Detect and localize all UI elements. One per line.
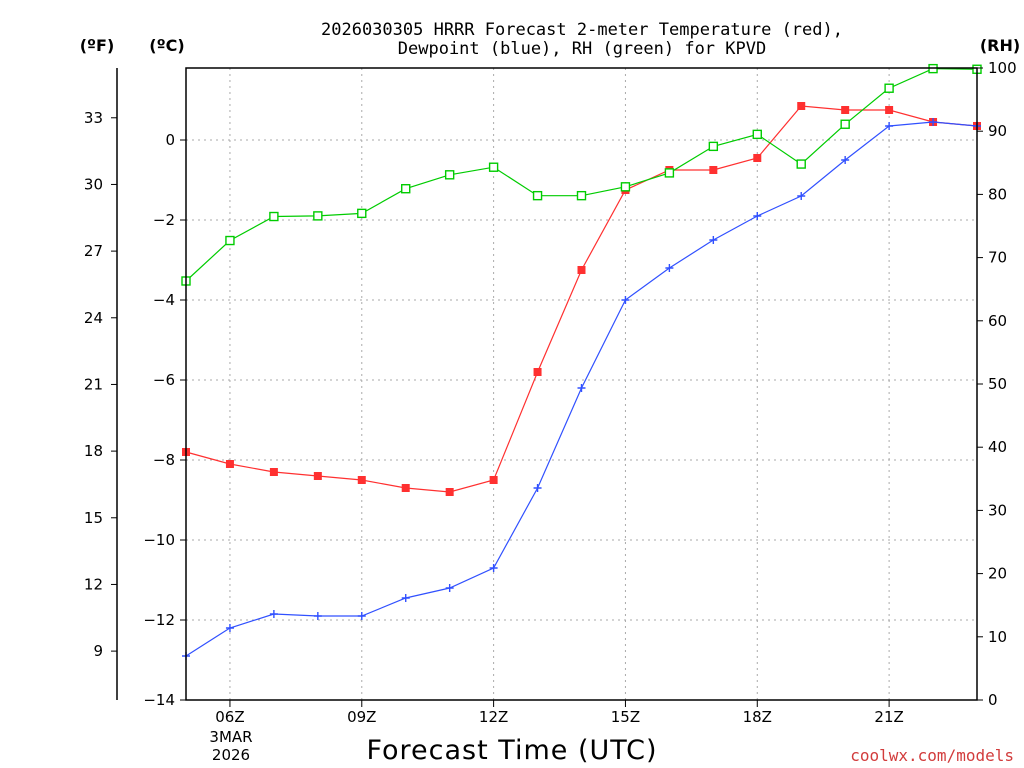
axes: 06Z 09Z 12Z 15Z 18Z 21Z 0 −2 −4 −6 −8 −10 −12 −14 33 30… xyxy=(84,59,1017,726)
chart-title-line-2: Dewpoint (blue), RH (green) for KPVD xyxy=(398,39,766,59)
series-layer xyxy=(181,63,982,660)
temperature-point xyxy=(225,460,234,468)
relative-humidity-point xyxy=(620,182,631,192)
dewpoint-point xyxy=(357,612,366,620)
rh-tick-label: 50 xyxy=(988,375,1007,393)
date-label-day: 3MAR xyxy=(209,728,252,746)
temperature-point xyxy=(313,472,322,480)
fahrenheit-tick-label: 12 xyxy=(84,575,103,593)
fahrenheit-tick-label: 9 xyxy=(93,642,103,660)
celsius-tick-label: −10 xyxy=(143,531,175,549)
fahrenheit-tick-label: 27 xyxy=(84,242,103,260)
fahrenheit-tick-label: 15 xyxy=(84,509,103,527)
dewpoint-point xyxy=(489,564,498,572)
temperature-point xyxy=(885,106,894,114)
relative-humidity-point xyxy=(488,162,499,172)
temperature-point xyxy=(357,476,366,484)
relative-humidity-point xyxy=(708,141,719,152)
dewpoint-point xyxy=(401,594,410,602)
dewpoint-point xyxy=(445,584,454,592)
x-tick-label: 18Z xyxy=(743,708,772,726)
rh-tick-label: 80 xyxy=(988,185,1007,203)
relative-humidity-point xyxy=(313,211,323,221)
celsius-tick-label: −2 xyxy=(153,211,175,229)
relative-humidity-point xyxy=(576,190,587,201)
temperature-line xyxy=(185,105,978,493)
fahrenheit-tick-label: 18 xyxy=(84,442,103,460)
rh-tick-label: 40 xyxy=(988,438,1007,456)
relative-humidity-point xyxy=(884,83,894,93)
rh-tick-label: 20 xyxy=(988,565,1007,583)
relative-humidity-point xyxy=(752,129,762,140)
celsius-tick-label: −14 xyxy=(143,691,175,709)
temperature-point xyxy=(577,266,586,274)
dewpoint-point xyxy=(225,624,234,632)
dewpoint-point xyxy=(313,612,322,620)
dewpoint-point xyxy=(269,610,278,618)
temperature-point xyxy=(841,106,850,114)
temperature-point xyxy=(709,166,718,174)
fahrenheit-tick-label: 21 xyxy=(84,375,103,393)
relative-humidity-point xyxy=(840,119,850,129)
dewpoint-point xyxy=(753,212,762,220)
relative-humidity-point xyxy=(225,235,235,246)
relative-humidity-point xyxy=(796,159,806,169)
relative-humidity-point xyxy=(532,190,543,201)
dewpoint-point xyxy=(621,296,630,304)
temperature-point xyxy=(401,484,410,492)
x-axis-title: Forecast Time (UTC) xyxy=(366,735,657,766)
fahrenheit-axis-unit: (ºF) xyxy=(80,36,115,55)
x-tick-label: 21Z xyxy=(874,708,903,726)
celsius-axis-unit: (ºC) xyxy=(149,36,184,55)
temperature-point xyxy=(533,368,542,376)
temperature-point xyxy=(753,154,762,162)
fahrenheit-tick-label: 24 xyxy=(84,309,103,327)
dewpoint-point xyxy=(797,192,806,200)
temperature-point xyxy=(797,102,806,110)
celsius-tick-label: −12 xyxy=(143,611,175,629)
date-label-year: 2026 xyxy=(212,746,250,764)
rh-tick-label: 100 xyxy=(988,59,1017,77)
plot-frame xyxy=(185,67,978,701)
celsius-tick-label: 0 xyxy=(165,131,175,149)
rh-axis-unit: (RH) xyxy=(980,36,1020,55)
temperature-point xyxy=(489,476,498,484)
x-tick-label: 12Z xyxy=(479,708,508,726)
fahrenheit-tick-label: 33 xyxy=(84,109,103,127)
temperature-point xyxy=(269,468,278,476)
credit-text: coolwx.com/models xyxy=(850,746,1014,765)
labels: 2026030305 HRRR Forecast 2-meter Tempera… xyxy=(80,20,1020,766)
temperature-point xyxy=(445,488,454,496)
relative-humidity-point xyxy=(664,168,675,178)
dewpoint-point xyxy=(929,118,938,126)
x-tick-label: 09Z xyxy=(347,708,376,726)
chart-title-line-1: 2026030305 HRRR Forecast 2-meter Tempera… xyxy=(321,20,843,40)
celsius-tick-label: −8 xyxy=(153,451,175,469)
rh-tick-label: 70 xyxy=(988,249,1007,267)
rh-tick-label: 90 xyxy=(988,122,1007,140)
x-tick-label: 15Z xyxy=(611,708,640,726)
dewpoint-point xyxy=(841,156,850,164)
rh-tick-label: 0 xyxy=(988,691,998,709)
rh-tick-label: 60 xyxy=(988,312,1007,330)
relative-humidity-point xyxy=(444,170,455,180)
rh-tick-label: 30 xyxy=(988,501,1007,519)
dewpoint-point xyxy=(577,384,586,392)
dewpoint-point xyxy=(665,264,674,272)
dewpoint-point xyxy=(709,236,718,244)
relative-humidity-point xyxy=(401,184,411,194)
dewpoint-point xyxy=(885,122,894,130)
relative-humidity-point xyxy=(269,211,279,222)
relative-humidity-point xyxy=(357,208,367,219)
relative-humidity-line xyxy=(185,67,978,282)
celsius-tick-label: −4 xyxy=(153,291,175,309)
x-tick-label: 06Z xyxy=(215,708,244,726)
celsius-tick-label: −6 xyxy=(153,371,175,389)
fahrenheit-tick-label: 30 xyxy=(84,175,103,193)
dewpoint-point xyxy=(533,484,542,492)
rh-tick-label: 10 xyxy=(988,628,1007,646)
